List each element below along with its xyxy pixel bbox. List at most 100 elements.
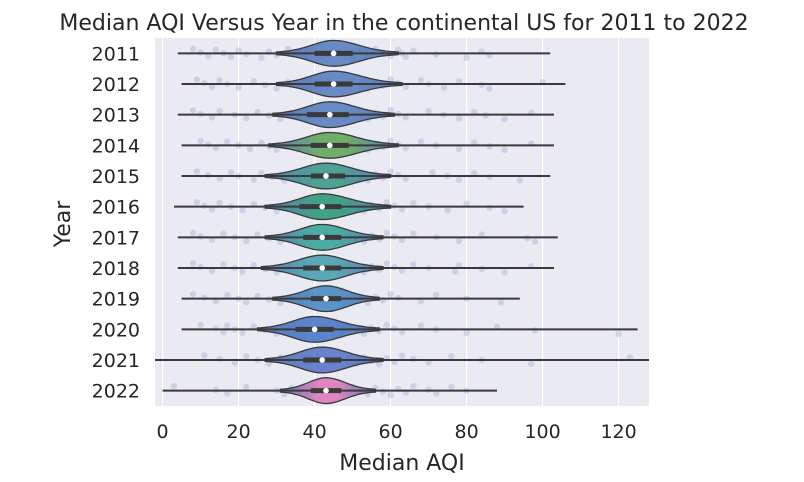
data-point — [197, 321, 204, 329]
data-point — [189, 45, 197, 53]
data-point — [486, 85, 493, 92]
data-point — [193, 76, 200, 83]
violins — [155, 39, 649, 405]
gridlines — [162, 38, 620, 406]
x-tick-label: 120 — [600, 421, 636, 443]
x-tick-label: 0 — [157, 421, 169, 443]
data-point — [455, 145, 463, 153]
violin-2012 — [181, 70, 566, 98]
median-marker — [319, 357, 326, 363]
data-point — [448, 383, 455, 391]
data-point — [410, 199, 417, 207]
data-point — [243, 383, 250, 391]
data-point — [471, 108, 478, 116]
data-point — [220, 328, 227, 336]
data-point — [216, 199, 223, 207]
x-tick-label: 60 — [379, 421, 403, 443]
violin-2019 — [181, 285, 520, 313]
data-point — [531, 238, 539, 246]
y-axis-label: Year — [51, 200, 76, 249]
data-point — [471, 170, 478, 177]
violin-2014 — [181, 131, 554, 159]
y-tick-label: 2013 — [92, 105, 140, 127]
x-tick-labels: 0 20 40 60 80 100 120 — [157, 421, 637, 443]
violin-2011 — [177, 39, 551, 67]
data-point — [224, 291, 231, 299]
data-point — [189, 290, 197, 298]
data-point — [250, 323, 257, 330]
data-point — [220, 230, 227, 237]
data-point — [455, 115, 463, 122]
x-tick-label: 20 — [227, 421, 251, 443]
data-point — [440, 84, 447, 91]
y-tick-label: 2011 — [92, 43, 140, 65]
data-point — [227, 53, 235, 61]
data-point — [398, 267, 406, 274]
data-point — [224, 322, 231, 329]
data-point — [417, 138, 425, 145]
data-point — [402, 53, 409, 61]
data-point — [224, 138, 231, 145]
data-point — [258, 139, 265, 146]
data-point — [243, 237, 250, 245]
data-point — [501, 207, 508, 215]
data-point — [258, 170, 265, 177]
plot-area — [155, 38, 649, 406]
data-point — [429, 169, 436, 176]
data-point — [501, 269, 508, 276]
y-tick-labels: 2011 2012 2013 2014 2015 2016 2017 2018 2019 2020… — [92, 43, 140, 402]
data-point — [387, 290, 394, 298]
data-point — [516, 177, 523, 184]
data-point — [383, 198, 390, 206]
y-tick-label: 2012 — [92, 74, 140, 96]
data-point — [383, 321, 390, 329]
y-tick-label: 2019 — [92, 289, 140, 311]
data-point — [455, 78, 463, 85]
data-point — [433, 291, 440, 299]
data-point — [402, 114, 409, 121]
y-tick-label: 2015 — [92, 166, 140, 188]
median-marker — [319, 203, 326, 210]
median-marker — [323, 173, 329, 179]
median-marker — [323, 387, 329, 394]
violin-2020 — [181, 315, 638, 343]
data-point — [417, 298, 425, 305]
data-point — [433, 390, 440, 397]
data-point — [250, 176, 257, 183]
data-point — [463, 200, 470, 208]
data-point — [205, 52, 212, 60]
data-point — [615, 330, 622, 338]
data-point — [258, 54, 265, 62]
data-point — [243, 353, 250, 360]
x-tick-label: 80 — [455, 421, 479, 443]
data-point — [478, 231, 485, 238]
data-point — [387, 391, 394, 399]
data-point — [235, 84, 242, 91]
data-point — [501, 146, 508, 154]
data-point — [452, 268, 459, 275]
data-point — [189, 260, 197, 267]
data-point — [398, 236, 406, 244]
data-point — [398, 328, 406, 336]
median-marker — [327, 142, 333, 149]
data-point — [277, 299, 284, 307]
data-point — [398, 352, 406, 359]
data-point — [455, 237, 463, 245]
data-point — [626, 354, 634, 361]
median-marker — [323, 295, 329, 302]
y-tick-label: 2021 — [92, 350, 140, 372]
data-point — [387, 137, 394, 145]
data-point — [239, 268, 246, 275]
median-marker — [319, 234, 326, 241]
data-point — [387, 106, 394, 114]
data-point — [455, 262, 463, 269]
data-point — [501, 115, 508, 123]
violin-2016 — [174, 193, 524, 221]
data-point — [273, 146, 280, 154]
data-point — [231, 359, 238, 366]
data-point — [189, 106, 197, 114]
data-point — [216, 77, 223, 84]
data-point — [227, 169, 235, 176]
data-point — [208, 236, 216, 244]
